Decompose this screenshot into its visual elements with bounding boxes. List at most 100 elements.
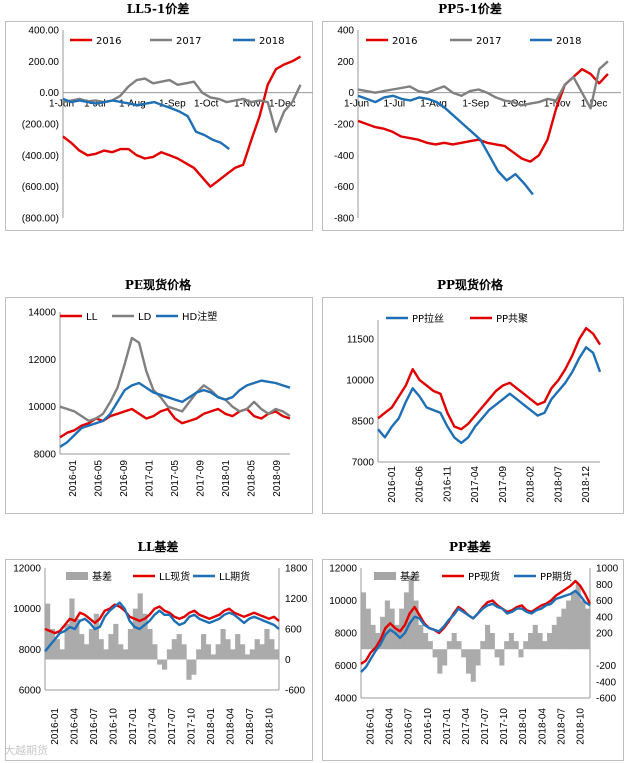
basis-bar <box>98 639 104 660</box>
y2-tick-label: 600 <box>285 625 302 636</box>
basis-bar <box>570 592 576 650</box>
basis-bar <box>137 593 143 660</box>
y-tick-label: 8000 <box>34 450 57 461</box>
legend-label: 基差 <box>400 570 420 583</box>
x-tick-label: 1-Sep <box>462 99 489 110</box>
x-tick-label: 2016-11 <box>442 466 453 502</box>
basis-bar <box>215 644 221 660</box>
y-tick-label: 14000 <box>28 308 56 319</box>
y2-tick-label: -600 <box>596 694 616 705</box>
y-tick-label: 0.00 <box>40 88 60 99</box>
basis-bar <box>551 624 557 650</box>
x-tick-label: 2016-05 <box>93 460 104 497</box>
x-tick-label: 2018-12 <box>581 466 592 503</box>
y-tick-label: 10000 <box>329 596 357 607</box>
basis-bar <box>365 608 371 650</box>
ll-basis-panel: LL基差 12000 10000 8000 6000 1800 1200 600 0 -600 2… <box>0 538 313 763</box>
y-tick-label: 0 <box>348 88 354 99</box>
series-line-PP拉丝 <box>377 346 602 445</box>
y2-tick-label: 400 <box>596 612 613 623</box>
x-tick-label: 1-Oct <box>502 99 527 110</box>
basis-bar <box>485 624 491 650</box>
basis-bar <box>461 649 467 658</box>
basis-bar <box>432 649 438 658</box>
basis-bar <box>442 649 448 666</box>
basis-bar <box>74 618 80 660</box>
basis-bar <box>147 629 153 660</box>
basis-bar <box>235 634 241 660</box>
x-tick-label: 2017-01 <box>144 460 155 497</box>
y-tick-label: 8000 <box>19 645 42 656</box>
x-tick-label: 2018-05 <box>247 460 258 497</box>
y-tick-label: 200.00 <box>28 57 59 68</box>
basis-bar <box>494 649 500 658</box>
legend-swatch <box>374 572 396 580</box>
x-tick-label: 1-Dec <box>581 99 608 110</box>
basis-bar <box>45 603 51 660</box>
series-line-2018 <box>357 94 534 196</box>
basis-bar <box>166 649 173 660</box>
watermark: 大越期货 <box>4 744 48 757</box>
y2-tick-label: -200 <box>596 661 616 672</box>
basis-bar <box>186 659 192 680</box>
series-line-LL现货 <box>44 603 280 635</box>
x-tick-label: 2018-01 <box>221 460 232 497</box>
x-tick-label: 2017-04 <box>470 466 481 503</box>
x-tick-label: 2016-07 <box>89 708 100 745</box>
legend-label: 基差 <box>92 570 112 583</box>
pp-spread-chart: PP5-1价差 400 200 0 -200 -400 -600 -800 1-Jun 1-Ju… <box>334 1 621 225</box>
basis-bar <box>465 649 472 674</box>
y2-tick-label: 800 <box>596 580 613 591</box>
x-tick-label: 2017-04 <box>461 708 472 745</box>
legend-swatch <box>66 572 88 580</box>
basis-bar <box>585 608 591 650</box>
y-tick-label: 8000 <box>335 629 358 640</box>
basis-bar <box>113 623 119 660</box>
chart-title: PP5-1价差 <box>438 1 502 16</box>
y2-tick-label: -400 <box>596 677 616 688</box>
y-tick-label: (200.00) <box>22 120 59 131</box>
ll-spread-panel: LL5-1价差 400.00 200.00 0.00 (200.00) (400.00)… <box>0 0 313 232</box>
legend-label: PP共聚 <box>496 313 528 325</box>
basis-bar <box>244 654 251 660</box>
basis-bar <box>542 641 548 650</box>
basis-bar <box>64 623 70 660</box>
basis-bar <box>575 584 581 650</box>
chart-title: LL5-1价差 <box>127 1 190 16</box>
legend-label: 2018 <box>259 36 284 47</box>
basis-bar <box>513 641 519 650</box>
x-tick-label: 2018-02 <box>526 466 537 503</box>
x-tick-label: 2018-01 <box>206 708 217 745</box>
legend-label: PP现货 <box>468 570 500 583</box>
chart-title: PE现货价格 <box>125 277 192 292</box>
basis-bar <box>196 649 202 660</box>
pp-spot-chart: PP现货价格 11500 10000 8500 7000 2016-01 2016-06 2… <box>346 277 602 503</box>
basis-bar <box>423 633 429 650</box>
y2-tick-label: 1200 <box>285 594 308 605</box>
y-tick-label: 11500 <box>347 335 375 346</box>
x-tick-label: 2017-01 <box>442 708 453 745</box>
basis-bar <box>394 624 400 650</box>
basis-bar <box>413 600 419 650</box>
legend-label: LD <box>138 312 152 323</box>
basis-bar <box>547 633 553 650</box>
legend-label: PP期货 <box>540 570 572 583</box>
x-tick-label: 2018-07 <box>553 466 564 503</box>
basis-bar <box>264 629 270 660</box>
basis-bar <box>162 659 168 670</box>
basis-bar <box>269 639 275 660</box>
basis-bar <box>59 649 65 660</box>
basis-bar <box>508 633 514 650</box>
basis-bar <box>259 644 265 660</box>
y-tick-label: 6000 <box>19 686 42 697</box>
basis-bar <box>274 649 280 660</box>
y-tick-label: 4000 <box>335 694 358 705</box>
series-line-PP共聚 <box>377 327 602 431</box>
y-tick-label: (600.00) <box>22 182 59 193</box>
basis-bar <box>230 649 236 660</box>
y-tick-label: 400.00 <box>28 26 59 37</box>
legend-label: LL现货 <box>159 570 190 583</box>
x-tick-label: 2017-07 <box>167 708 178 745</box>
x-tick-label: 2016-06 <box>415 466 426 503</box>
basis-bar <box>157 659 163 665</box>
